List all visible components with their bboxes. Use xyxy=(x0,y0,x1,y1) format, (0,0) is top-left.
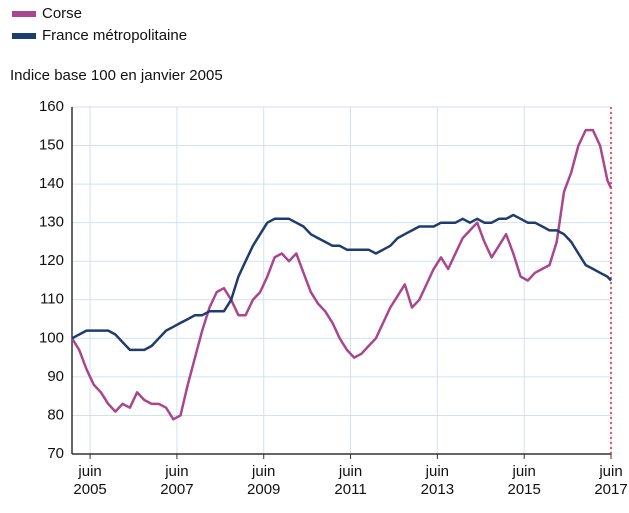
x-tick-label: 2011 xyxy=(334,481,366,498)
chart-subtitle: Indice base 100 en janvier 2005 xyxy=(10,67,223,84)
y-tick-label: 120 xyxy=(39,252,64,269)
series-line xyxy=(71,213,612,352)
x-tick-label: 2009 xyxy=(247,481,280,498)
x-tick-label: 2013 xyxy=(421,481,454,498)
y-tick-label: 130 xyxy=(39,214,64,231)
y-tick-label: 80 xyxy=(47,406,64,423)
x-tick-label: juin xyxy=(338,463,362,480)
y-tick-label: 140 xyxy=(39,175,64,192)
x-tick-label: juin xyxy=(598,463,622,480)
y-tick-label: 150 xyxy=(39,137,64,154)
y-tick-label: 110 xyxy=(40,291,64,308)
x-tick-label: juin xyxy=(251,463,275,480)
y-tick-label: 70 xyxy=(47,445,64,462)
x-tick-label: 2005 xyxy=(73,481,106,498)
x-tick-label: 2017 xyxy=(594,481,627,498)
y-tick-label: 100 xyxy=(39,329,64,346)
x-tick-label: juin xyxy=(77,463,101,480)
x-tick-label: 2007 xyxy=(160,481,193,498)
legend-swatch xyxy=(12,11,36,17)
y-tick-label: 90 xyxy=(47,368,64,385)
x-tick-label: juin xyxy=(164,463,188,480)
series-line xyxy=(70,128,613,421)
y-tick-label: 160 xyxy=(39,98,64,115)
x-tick-label: juin xyxy=(425,463,449,480)
legend-label: France métropolitaine xyxy=(42,27,187,44)
legend-swatch xyxy=(12,33,36,39)
legend-label: Corse xyxy=(42,5,82,22)
x-tick-label: 2015 xyxy=(507,481,540,498)
x-tick-label: juin xyxy=(512,463,536,480)
